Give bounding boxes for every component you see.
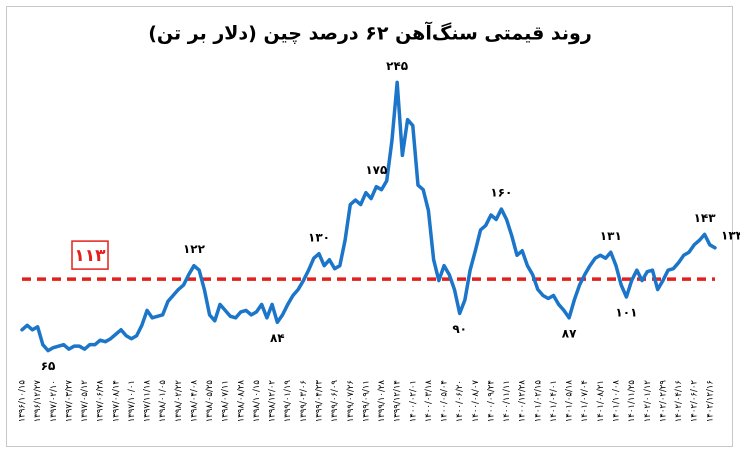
x-tick-label: ۱۳۹۸/۰۸/۲۸ bbox=[236, 380, 246, 423]
x-tick-label: ۱۴۰۱/۱۰/۰۸ bbox=[612, 380, 622, 423]
x-tick-label: ۱۴۰۰/۱۱/۱۱ bbox=[502, 380, 512, 422]
data-label: ۱۷۵ bbox=[365, 163, 387, 177]
x-tick-label: ۱۴۰۲/۰۲/۲۹ bbox=[658, 380, 668, 423]
x-tick-label: ۱۳۹۸/۰۲/۲۲ bbox=[174, 380, 184, 423]
x-tick-label: ۱۳۹۹/۰۴/۲۳ bbox=[315, 380, 325, 423]
data-label: ۱۳۱ bbox=[600, 229, 622, 243]
x-tick-label: ۱۴۰۲/۱۲/۱۶ bbox=[705, 380, 715, 422]
chart-title: روند قیمتی سنگ‌آهن ۶۲ درصد چین (دلار بر … bbox=[148, 21, 592, 45]
x-tick-label: ۱۳۹۹/۱۲/۱۴ bbox=[393, 380, 403, 422]
x-tick-label: ۱۴۰۰/۰۹/۲۴ bbox=[486, 380, 496, 422]
x-tick-label: ۱۳۹۸/۰۱/۰۵ bbox=[158, 380, 168, 423]
x-tick-label: ۱۳۹۹/۰۹/۱۱ bbox=[361, 380, 371, 422]
data-label: ۱۳۰ bbox=[308, 230, 330, 244]
x-tick-label: ۱۴۰۲/۰۱/۱۲ bbox=[643, 380, 653, 423]
x-tick-label: ۱۴۰۱/۰۴/۰۱ bbox=[549, 380, 559, 422]
x-tick-label: ۱۳۹۷/۰۳/۲۷ bbox=[64, 380, 74, 423]
x-tick-label: ۱۳۹۷/۰۲/۱۰ bbox=[49, 380, 59, 422]
x-tick-label: ۱۳۹۷/۰۵/۱۲ bbox=[80, 380, 90, 423]
data-label: ۱۰۱ bbox=[615, 305, 637, 319]
x-tick-label: ۱۴۰۱/۰۵/۱۸ bbox=[565, 380, 575, 423]
x-tick-label: ۱۳۹۹/۱۰/۲۸ bbox=[377, 380, 387, 423]
x-tick-label: ۱۴۰۰/۰۸/۰۷ bbox=[471, 380, 481, 423]
x-tick-label: ۱۴۰۰/۰۳/۱۸ bbox=[424, 380, 434, 423]
x-tick-label: ۱۳۹۷/۱۰/۰۱ bbox=[127, 380, 137, 422]
x-tick-label: ۱۴۰۰/۰۶/۲۰ bbox=[455, 380, 465, 422]
x-tick-label: ۱۳۹۶/۱۰/۱۵ bbox=[18, 380, 28, 423]
reference-label: ۱۱۳ bbox=[74, 246, 106, 266]
x-tick-label: ۱۴۰۱/۰۷/۰۴ bbox=[580, 380, 590, 422]
price-line bbox=[20, 80, 717, 353]
x-tick-label: ۱۴۰۱/۰۸/۲۱ bbox=[596, 380, 606, 422]
x-tick-label: ۱۳۹۸/۰۷/۱۱ bbox=[221, 380, 231, 422]
x-tick-label: ۱۳۹۸/۱۰/۱۵ bbox=[252, 380, 262, 423]
reference-label-box bbox=[71, 240, 109, 270]
x-tick-label: ۱۴۰۱/۱۱/۲۵ bbox=[627, 380, 637, 423]
x-tick-label: ۱۴۰۲/۰۴/۱۶ bbox=[674, 380, 684, 422]
x-tick-label: ۱۳۹۹/۰۳/۰۶ bbox=[299, 380, 309, 422]
x-tick-label: ۱۳۹۹/۰۱/۱۹ bbox=[283, 380, 293, 423]
x-tick-label: ۱۴۰۰/۱۲/۲۸ bbox=[518, 380, 528, 423]
data-label: ۱۴۳ bbox=[694, 211, 717, 225]
x-tick-label: ۱۳۹۸/۰۴/۰۸ bbox=[189, 380, 199, 423]
data-label: ۱۳۴ bbox=[721, 228, 740, 242]
x-tick-label: ۱۴۰۰/۰۵/۰۴ bbox=[440, 380, 450, 422]
data-label: ۶۵ bbox=[41, 359, 56, 373]
x-tick-label: ۱۴۰۱/۰۲/۱۵ bbox=[533, 380, 543, 423]
data-label: ۱۲۲ bbox=[183, 242, 206, 256]
x-tick-label: ۱۳۹۸/۰۵/۲۵ bbox=[205, 380, 215, 423]
data-label: ۲۴۵ bbox=[386, 59, 408, 73]
x-tick-label: ۱۴۰۰/۰۲/۰۱ bbox=[408, 380, 418, 422]
x-tick-label: ۱۳۹۸/۱۲/۰۲ bbox=[268, 380, 278, 423]
x-tick-label: ۱۴۰۲/۰۶/۰۲ bbox=[690, 380, 700, 423]
chart-frame bbox=[6, 6, 733, 447]
x-tick-label: ۱۳۹۷/۰۶/۲۸ bbox=[96, 380, 106, 423]
data-label: ۸۴ bbox=[270, 331, 285, 345]
x-tick-label: ۱۳۹۹/۰۷/۲۶ bbox=[346, 380, 356, 422]
data-label: ۸۷ bbox=[562, 326, 577, 340]
data-label: ۹۰ bbox=[452, 322, 467, 336]
x-tick-label: ۱۳۹۷/۱۱/۱۸ bbox=[143, 380, 153, 423]
x-tick-label: ۱۳۹۹/۰۶/۰۹ bbox=[330, 380, 340, 423]
data-label: ۱۶۰ bbox=[490, 186, 512, 200]
x-tick-label: ۱۳۹۶/۱۲/۲۷ bbox=[33, 380, 43, 423]
x-tick-label: ۱۳۹۷/۰۸/۱۴ bbox=[111, 380, 121, 422]
